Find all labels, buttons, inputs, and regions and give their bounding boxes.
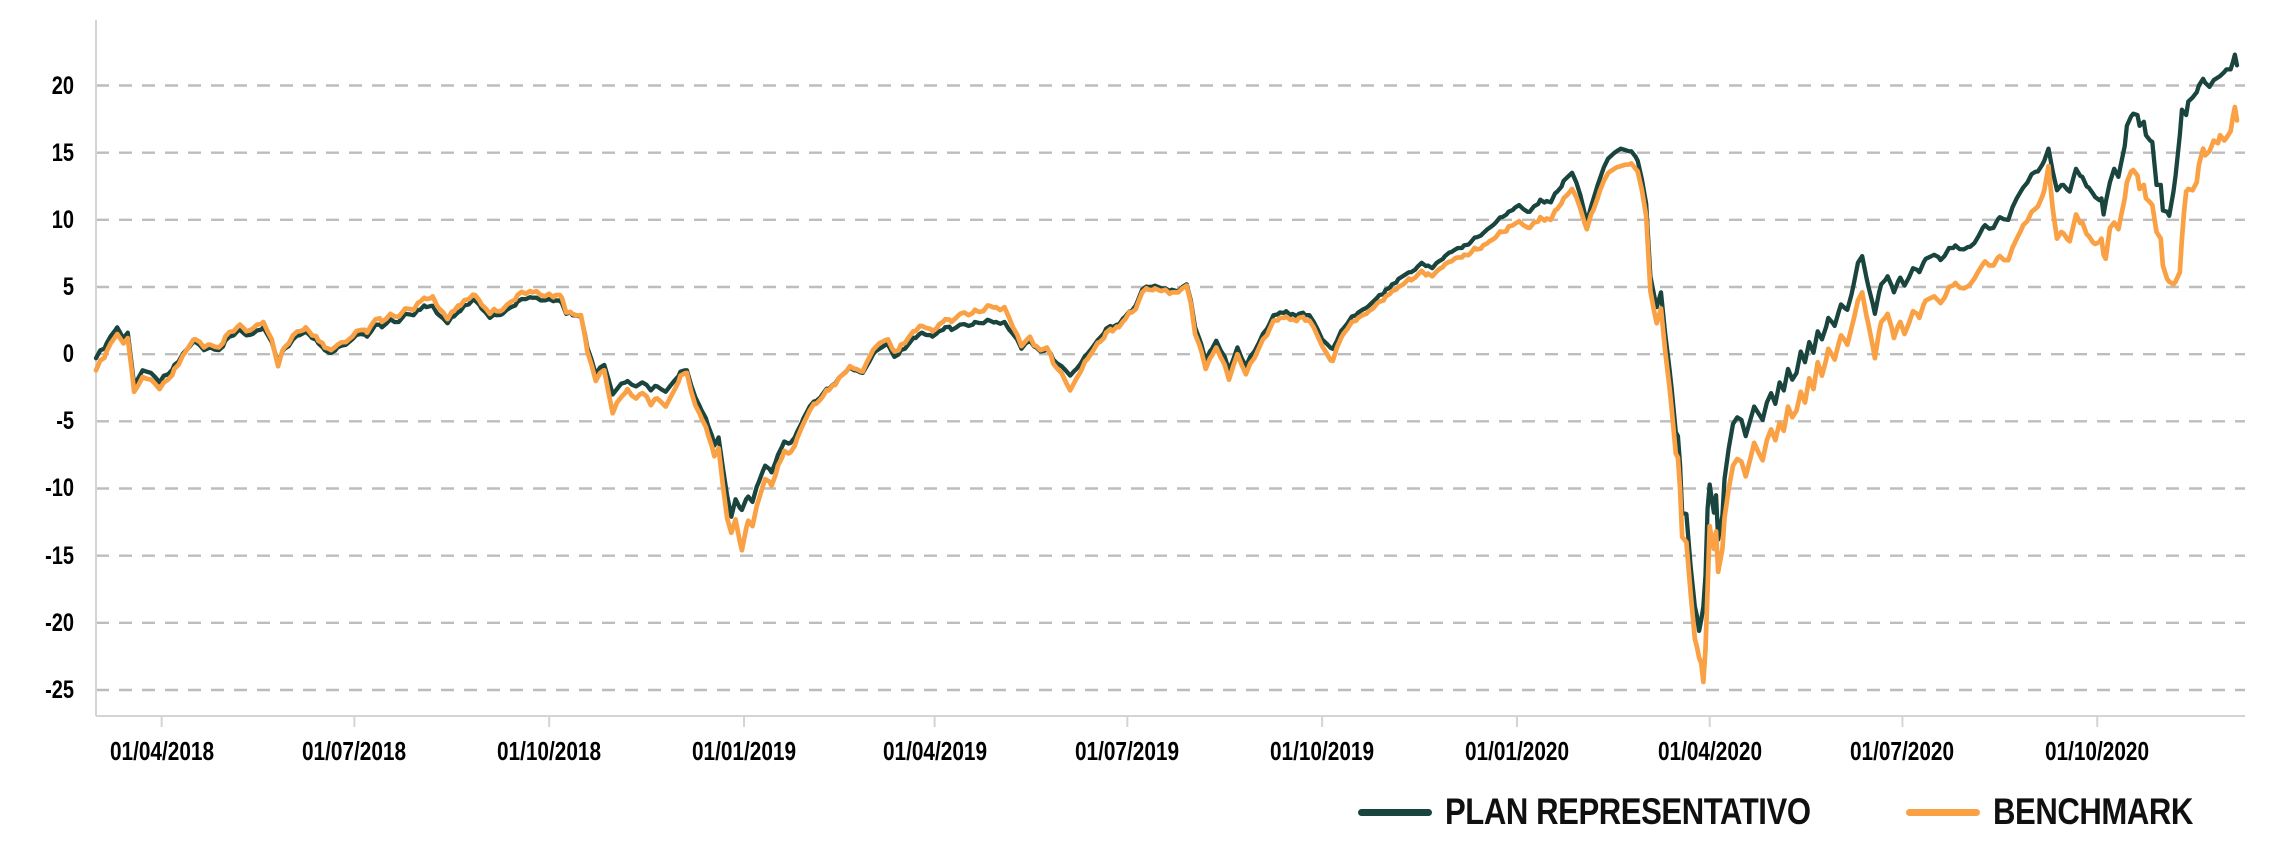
y-tick-label: 0 (62, 340, 74, 369)
y-tick-label: -15 (45, 541, 74, 570)
y-tick-label: -20 (45, 608, 74, 637)
x-tick-label: 01/01/2020 (1464, 736, 1570, 766)
y-tick-label: -25 (45, 675, 74, 704)
x-tick-label: 01/10/2020 (2045, 736, 2150, 766)
benchmark-line-swatch (1905, 808, 1980, 816)
y-tick-label: 15 (51, 138, 74, 167)
x-tick-label: 01/04/2018 (109, 736, 214, 766)
x-tick-label: 01/04/2020 (1657, 736, 1762, 766)
y-tick-label: 5 (62, 272, 74, 301)
legend: PLAN REPRESENTATIVO BENCHMARK (1357, 791, 2231, 832)
x-tick-label: 01/01/2019 (691, 736, 797, 766)
x-tick-label: 01/04/2019 (882, 736, 987, 766)
y-tick-label: -10 (45, 474, 74, 503)
x-tick-label: 01/07/2020 (1850, 736, 1955, 766)
legend-label-plan: PLAN REPRESENTATIVO (1444, 791, 1811, 832)
x-tick-label: 01/10/2018 (497, 736, 602, 766)
y-tick-label: 20 (51, 71, 74, 100)
legend-item-plan: PLAN REPRESENTATIVO (1357, 791, 1880, 832)
x-tick-label: 01/07/2019 (1075, 736, 1180, 766)
plan-line-swatch (1357, 808, 1432, 816)
y-tick-label: -5 (56, 407, 74, 436)
legend-label-benchmark: BENCHMARK (1992, 791, 2193, 832)
x-tick-label: 01/10/2019 (1270, 736, 1375, 766)
x-tick-label: 01/07/2018 (302, 736, 407, 766)
y-tick-label: 10 (51, 205, 74, 234)
legend-item-benchmark: BENCHMARK (1905, 791, 2231, 832)
